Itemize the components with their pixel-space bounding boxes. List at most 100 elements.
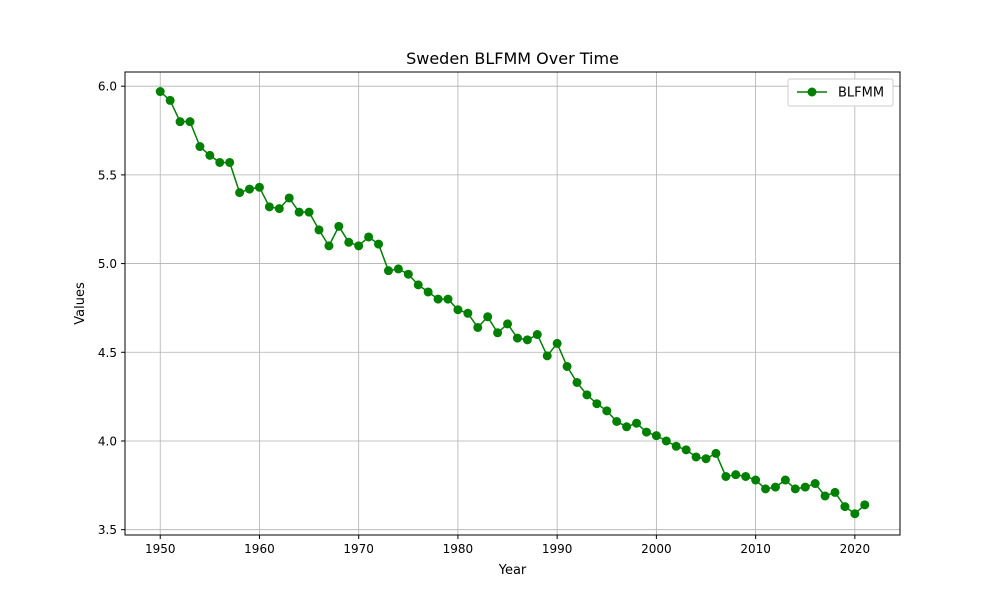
data-point <box>483 312 493 322</box>
data-point <box>354 241 364 251</box>
data-point <box>383 266 393 276</box>
x-tick-label: 2000 <box>641 542 672 556</box>
data-point <box>195 142 205 152</box>
data-point <box>661 436 671 446</box>
x-tick-label: 2020 <box>840 542 871 556</box>
data-point <box>592 399 602 409</box>
data-point <box>314 225 324 235</box>
data-point <box>651 431 661 441</box>
data-point <box>761 484 771 494</box>
x-tick-label: 1970 <box>343 542 374 556</box>
data-point <box>572 377 582 387</box>
series-layer <box>155 87 870 519</box>
data-point <box>612 416 622 426</box>
y-axis: 3.5 4.0 4.5 5.0 5.5 6.0 <box>98 80 125 537</box>
data-point <box>344 237 354 247</box>
data-point <box>284 193 294 203</box>
x-tick-label: 2010 <box>740 542 771 556</box>
data-point <box>374 239 384 249</box>
data-point <box>364 232 374 242</box>
chart-title: Sweden BLFMM Over Time <box>406 49 619 68</box>
x-axis-label: Year <box>498 563 527 578</box>
data-point <box>790 484 800 494</box>
data-point <box>532 330 542 340</box>
data-point <box>780 475 790 485</box>
data-point <box>443 294 453 304</box>
data-point <box>463 308 473 318</box>
data-point <box>294 207 304 217</box>
legend: BLFMM <box>787 78 894 107</box>
data-point <box>175 117 185 127</box>
data-point <box>453 305 463 315</box>
data-point <box>562 361 572 371</box>
y-axis-label: Values <box>73 282 88 325</box>
data-point <box>503 319 513 329</box>
data-point <box>324 241 334 251</box>
data-point <box>254 182 264 192</box>
data-point <box>205 150 215 160</box>
data-point <box>691 452 701 462</box>
data-point <box>522 335 532 345</box>
data-point <box>731 470 741 480</box>
data-point <box>751 475 761 485</box>
data-point <box>542 351 552 361</box>
data-point <box>185 117 195 127</box>
y-tick-label: 6.0 <box>98 80 117 94</box>
grid <box>125 72 900 535</box>
x-tick-label: 1980 <box>443 542 474 556</box>
data-point <box>165 95 175 105</box>
data-point <box>403 269 413 279</box>
data-point <box>155 87 165 97</box>
plot-frame <box>124 71 901 536</box>
data-point <box>820 491 830 501</box>
data-point <box>552 338 562 348</box>
data-point <box>800 482 810 492</box>
data-point <box>860 500 870 510</box>
data-point <box>810 479 820 489</box>
y-tick-label: 4.5 <box>98 346 117 360</box>
data-point <box>681 445 691 455</box>
data-point <box>671 441 681 451</box>
data-point <box>393 264 403 274</box>
data-point <box>711 448 721 458</box>
data-point <box>225 157 235 167</box>
data-point <box>622 422 632 432</box>
data-point <box>701 454 711 464</box>
data-point <box>423 287 433 297</box>
legend-marker <box>807 87 817 97</box>
data-point <box>641 427 651 437</box>
data-point <box>473 322 483 332</box>
data-point <box>721 471 731 481</box>
data-point <box>741 471 751 481</box>
data-point <box>264 202 274 212</box>
data-point <box>334 221 344 231</box>
legend-label: BLFMM <box>838 86 884 101</box>
data-point <box>245 184 255 194</box>
x-tick-label: 1990 <box>542 542 573 556</box>
data-point <box>512 333 522 343</box>
y-tick-label: 5.5 <box>98 168 117 182</box>
data-point <box>840 502 850 512</box>
legend-box <box>787 78 894 107</box>
data-point <box>582 390 592 400</box>
data-point <box>850 509 860 519</box>
data-point <box>215 157 225 167</box>
data-point <box>770 482 780 492</box>
data-point <box>493 328 503 338</box>
x-tick-label: 1960 <box>244 542 275 556</box>
data-point <box>304 207 314 217</box>
x-axis: 1950 1960 1970 1980 1990 2000 2010 2020 <box>145 535 870 556</box>
data-point <box>235 188 245 198</box>
y-tick-label: 3.5 <box>98 523 117 537</box>
data-point <box>433 294 443 304</box>
y-tick-label: 4.0 <box>98 434 117 448</box>
data-point <box>632 418 642 428</box>
plot-area <box>125 72 900 535</box>
data-point <box>830 487 840 497</box>
x-tick-label: 1950 <box>145 542 176 556</box>
data-point <box>274 204 284 214</box>
y-tick-label: 5.0 <box>98 257 117 271</box>
data-point <box>413 280 423 290</box>
data-point <box>602 406 612 416</box>
